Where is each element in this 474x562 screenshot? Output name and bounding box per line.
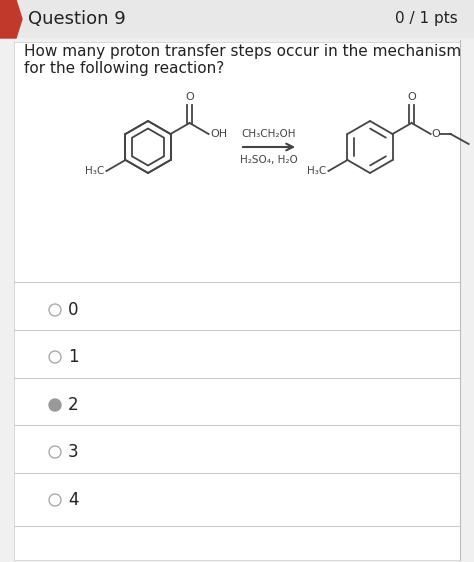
Text: O: O [432,129,440,139]
Text: How many proton transfer steps occur in the mechanism: How many proton transfer steps occur in … [24,44,461,59]
Circle shape [49,399,61,411]
Text: Question 9: Question 9 [28,10,126,28]
Text: 3: 3 [68,443,79,461]
Text: H₃C: H₃C [85,166,104,176]
Text: 0: 0 [68,301,79,319]
Text: 1: 1 [68,348,79,366]
Text: H₃C: H₃C [307,166,327,176]
Text: CH₃CH₂OH: CH₃CH₂OH [242,129,296,139]
Text: for the following reaction?: for the following reaction? [24,61,224,76]
Text: H₂SO₄, H₂O: H₂SO₄, H₂O [240,155,298,165]
Text: 4: 4 [68,491,79,509]
Polygon shape [0,0,22,38]
Text: O: O [185,92,194,102]
Text: 2: 2 [68,396,79,414]
Text: 0 / 1 pts: 0 / 1 pts [395,11,458,26]
Text: O: O [407,92,416,102]
Text: OH: OH [210,129,228,139]
Bar [0,0,474,38]
